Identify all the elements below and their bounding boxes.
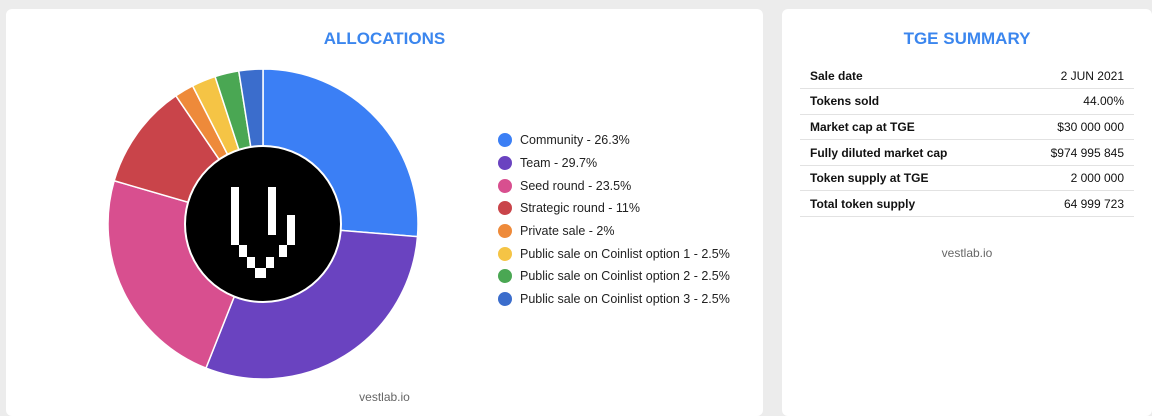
legend-swatch — [498, 224, 512, 239]
tge-summary-title: TGE SUMMARY — [903, 29, 1031, 48]
summary-row: Total token supply 64 999 723 — [800, 190, 1134, 218]
summary-value: 44.00% — [1009, 88, 1134, 115]
legend-item[interactable]: Public sale on Coinlist option 1 - 2.5% — [498, 242, 730, 265]
summary-label: Tokens sold — [800, 88, 1010, 115]
legend-swatch — [498, 156, 512, 171]
summary-row: Fully diluted market cap $974 995 845 — [800, 139, 1134, 166]
legend-item[interactable]: Public sale on Coinlist option 2 - 2.5% — [498, 265, 730, 288]
summary-label: Token supply at TGE — [800, 165, 1010, 192]
legend-swatch — [498, 246, 512, 261]
legend-swatch — [498, 133, 512, 148]
summary-row: Market cap at TGE $30 000 000 — [800, 114, 1134, 141]
summary-value: 64 999 723 — [1009, 190, 1134, 218]
chart-legend: Community - 26.3% Team - 29.7% Seed round … — [498, 129, 730, 311]
legend-item[interactable]: Team - 29.7% — [498, 152, 730, 175]
legend-item[interactable]: Strategic round - 11% — [498, 197, 730, 220]
tge-watermark: vestlab.io — [941, 246, 993, 260]
legend-item[interactable]: Public sale on Coinlist option 3 - 2.5% — [498, 288, 730, 311]
allocations-donut-chart — [107, 68, 419, 380]
legend-swatch — [498, 292, 512, 307]
legend-label: Team - 29.7% — [520, 156, 598, 171]
legend-label: Public sale on Coinlist option 2 - 2.5% — [520, 269, 730, 284]
summary-row: Tokens sold 44.00% — [800, 88, 1134, 115]
legend-swatch — [498, 269, 512, 284]
legend-item[interactable]: Seed round - 23.5% — [498, 174, 730, 197]
allocations-title: ALLOCATIONS — [323, 29, 446, 48]
summary-label: Fully diluted market cap — [800, 139, 1010, 166]
legend-label: Strategic round - 11% — [520, 201, 640, 216]
summary-value: 2 JUN 2021 — [1009, 63, 1134, 90]
summary-label: Total token supply — [800, 190, 1010, 218]
tge-summary-table: Sale date 2 JUN 2021 Tokens sold 44.00% Mark… — [800, 63, 1134, 218]
legend-label: Public sale on Coinlist option 3 - 2.5% — [520, 292, 730, 307]
legend-label: Private sale - 2% — [520, 224, 615, 239]
legend-label: Public sale on Coinlist option 1 - 2.5% — [520, 246, 730, 261]
legend-item[interactable]: Community - 26.3% — [498, 129, 730, 152]
vestlab-logo-icon — [231, 187, 295, 278]
legend-item[interactable]: Private sale - 2% — [498, 220, 730, 243]
tge-summary-card: TGE SUMMARY Sale date 2 JUN 2021 Tokens so… — [782, 9, 1152, 416]
summary-value: $974 995 845 — [1009, 139, 1134, 166]
summary-value: $30 000 000 — [1009, 114, 1134, 141]
summary-label: Market cap at TGE — [800, 114, 1010, 141]
allocations-card: ALLOCATIONS Community - 26.3% Team - 29.7… — [6, 9, 763, 416]
summary-row: Token supply at TGE 2 000 000 — [800, 165, 1134, 192]
legend-label: Seed round - 23.5% — [520, 178, 632, 193]
summary-row: Sale date 2 JUN 2021 — [800, 63, 1134, 90]
legend-swatch — [498, 201, 512, 216]
legend-swatch — [498, 178, 512, 193]
legend-label: Community - 26.3% — [520, 133, 630, 148]
summary-value: 2 000 000 — [1009, 165, 1134, 192]
allocations-watermark: vestlab.io — [359, 390, 410, 404]
donut-center — [184, 145, 342, 303]
summary-label: Sale date — [800, 63, 1010, 90]
